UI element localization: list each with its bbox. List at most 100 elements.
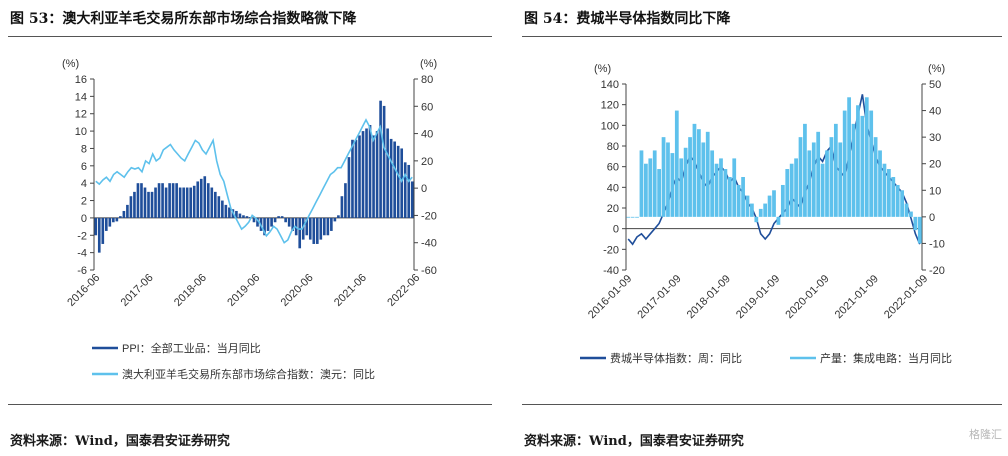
bar-mark bbox=[697, 129, 701, 217]
bar-mark bbox=[382, 105, 386, 218]
bar-mark bbox=[833, 123, 838, 217]
chart-title: 图 53：澳大利亚羊毛交易所东部市场综合指数略微下降 bbox=[10, 11, 357, 27]
bar-mark bbox=[333, 217, 337, 222]
y-left-tick-label: 10 bbox=[75, 126, 87, 138]
chart-panel-53: 图 53：澳大利亚羊毛交易所东部市场综合指数略微下降 (%) (%) -6 -4 -2 0… bbox=[0, 0, 500, 456]
bar-mark bbox=[648, 158, 653, 217]
x-tick-label: 2018-01-09 bbox=[685, 273, 733, 321]
y-left-tick-label: 20 bbox=[607, 203, 619, 215]
bar-mark bbox=[136, 183, 140, 218]
bar-mark bbox=[754, 216, 759, 223]
bar-mark bbox=[727, 177, 732, 217]
y-left-tick-label: -20 bbox=[603, 244, 619, 256]
bar-mark bbox=[199, 178, 203, 218]
series-line bbox=[95, 118, 413, 244]
y-left-tick-label: 2 bbox=[81, 196, 87, 208]
bar-mark bbox=[228, 207, 231, 218]
bar-mark bbox=[410, 181, 414, 218]
bar-mark bbox=[851, 123, 856, 217]
x-tick-label: 2020-06 bbox=[279, 272, 316, 309]
bar-mark bbox=[750, 203, 754, 217]
title-rule bbox=[522, 36, 1002, 37]
bar-mark bbox=[776, 216, 781, 225]
bar-mark bbox=[719, 158, 723, 217]
y-right-unit: (%) bbox=[420, 58, 437, 70]
bar-mark bbox=[330, 217, 333, 231]
y-right-tick-label: 0 bbox=[929, 212, 935, 224]
bar-mark bbox=[396, 145, 400, 218]
bar-mark bbox=[298, 217, 302, 249]
y-right-tick-label: 80 bbox=[421, 74, 433, 86]
bar-mark bbox=[389, 138, 393, 218]
bar-mark bbox=[644, 163, 648, 217]
y-right-tick-label: -10 bbox=[929, 238, 945, 250]
bar-mark bbox=[175, 183, 178, 218]
bar-mark bbox=[287, 217, 291, 227]
bar-mark bbox=[869, 110, 874, 217]
bar-mark bbox=[157, 183, 161, 218]
bar-mark bbox=[196, 181, 200, 218]
bar-mark bbox=[171, 183, 175, 218]
bar-mark bbox=[104, 217, 108, 231]
bar-mark bbox=[365, 128, 368, 218]
bar-mark bbox=[639, 150, 644, 217]
bar-mark bbox=[807, 150, 812, 217]
bar-mark bbox=[94, 217, 98, 236]
y-right-tick-label: 0 bbox=[421, 183, 427, 195]
bar-mark bbox=[780, 184, 785, 217]
bar-mark bbox=[182, 187, 185, 218]
bar-mark bbox=[301, 217, 305, 240]
bar-mark bbox=[315, 217, 319, 244]
bar-mark bbox=[178, 187, 182, 218]
bar-mark bbox=[683, 147, 688, 217]
bar-mark bbox=[126, 204, 129, 218]
legend-label: 费城半导体指数：周：同比 bbox=[610, 351, 742, 365]
bar-mark bbox=[312, 217, 316, 244]
chart-54-svg: (%) (%) -40 -20 0 20 40 60 80 100 120 140 -20 -10 0 10 2… bbox=[580, 63, 952, 365]
bar-mark bbox=[635, 216, 639, 218]
y-left-tick-label: 14 bbox=[75, 91, 87, 103]
bar-mark bbox=[189, 187, 193, 218]
bar-mark bbox=[882, 163, 887, 217]
bar-mark bbox=[337, 215, 340, 218]
bar-mark bbox=[900, 190, 904, 217]
bar-mark bbox=[372, 135, 375, 218]
bar-mark bbox=[263, 217, 266, 236]
y-left-tick-label: -40 bbox=[603, 265, 619, 277]
y-right-tick-label: -20 bbox=[929, 265, 945, 277]
chart-source: 资料来源：Wind，国泰君安证券研究 bbox=[524, 434, 744, 449]
bar-mark bbox=[657, 169, 662, 217]
bar-mark bbox=[666, 142, 670, 217]
bar-mark bbox=[403, 162, 407, 218]
y-left-tick-label: 0 bbox=[613, 224, 619, 236]
x-tick-label: 2021-06 bbox=[332, 272, 369, 309]
bar-mark bbox=[674, 110, 679, 217]
chart-53-svg: (%) (%)-6-4-20246810121416-60-40-20020406… bbox=[62, 58, 437, 381]
title-rule bbox=[8, 36, 492, 37]
x-tick-label: 2019-06 bbox=[225, 272, 262, 309]
watermark-logo: 格隆汇 bbox=[969, 428, 1002, 441]
chart-title: 图 54：费城半导体指数同比下降 bbox=[524, 11, 731, 27]
bar-mark bbox=[917, 216, 922, 244]
bar-mark bbox=[816, 131, 821, 217]
bar-mark bbox=[361, 131, 365, 218]
bar-mark bbox=[789, 163, 794, 217]
bar-mark bbox=[407, 164, 411, 218]
bar-mark bbox=[133, 191, 136, 218]
bar-mark bbox=[825, 150, 829, 217]
bar-mark bbox=[732, 158, 737, 217]
bar-mark bbox=[308, 217, 312, 240]
bar-mark bbox=[319, 217, 323, 240]
bar-mark bbox=[803, 123, 807, 217]
bar-mark bbox=[305, 217, 309, 236]
bar-mark bbox=[140, 183, 143, 218]
x-tick-label: 2017-06 bbox=[119, 272, 156, 309]
source-rule bbox=[8, 404, 492, 405]
bar-mark bbox=[266, 217, 270, 231]
bar-mark bbox=[379, 100, 382, 218]
y-left-tick-label: 40 bbox=[607, 182, 619, 194]
bar-mark bbox=[97, 217, 101, 253]
bar-mark bbox=[829, 137, 834, 217]
y-right-tick-label: 30 bbox=[929, 132, 941, 144]
bar-mark bbox=[115, 217, 119, 222]
